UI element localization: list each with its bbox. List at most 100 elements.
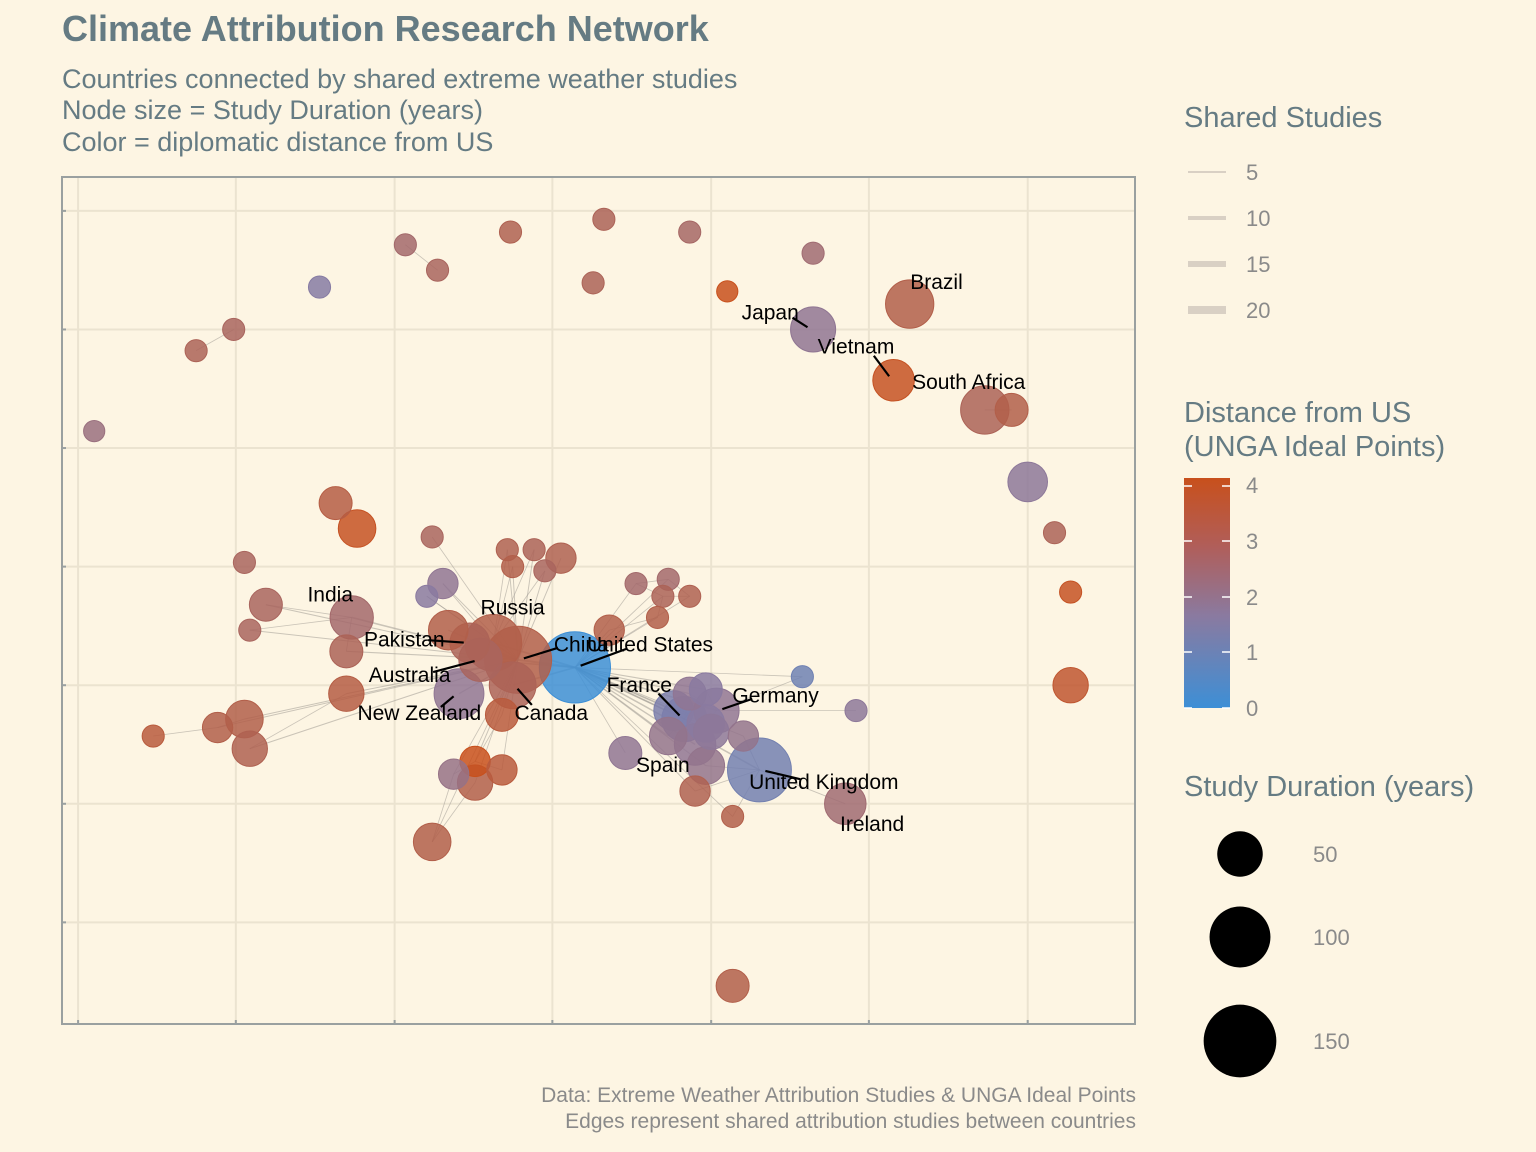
- node-n62: [412, 822, 452, 862]
- node-n19: [337, 509, 377, 548]
- colorbar-label: 3: [1246, 529, 1259, 554]
- node-ireland: [824, 782, 867, 826]
- node-n22: [238, 618, 262, 642]
- node-n29: [420, 525, 444, 549]
- node-label: United States: [587, 634, 713, 657]
- legends: [1184, 171, 1277, 1078]
- label-leader-line: [872, 355, 891, 377]
- legend-title-color-line-1: Distance from US: [1184, 397, 1412, 429]
- colorbar-label: 4: [1246, 473, 1259, 498]
- node-n6: [801, 241, 825, 265]
- node-n35: [501, 555, 525, 579]
- label-leader-line: [432, 659, 475, 674]
- node-label: South Africa: [912, 371, 1026, 394]
- legend-title-edges: Shared Studies: [1184, 102, 1383, 134]
- node-label: India: [307, 584, 353, 607]
- node-n42: [645, 605, 670, 630]
- node-n57: [484, 697, 519, 732]
- node-label: Ireland: [840, 813, 904, 836]
- node-label: Australia: [369, 664, 451, 687]
- chart-subtitle-line-2: Node size = Study Duration (years): [62, 95, 483, 125]
- node-n28: [231, 730, 268, 767]
- edge-legend-label: 10: [1246, 206, 1271, 231]
- node-n36: [533, 559, 557, 583]
- node-n27: [141, 724, 165, 748]
- node-n21: [248, 587, 283, 622]
- node-n23: [329, 634, 364, 669]
- node-n3: [1042, 521, 1067, 545]
- node-new-zealand: [433, 668, 485, 720]
- node-n53: [608, 735, 643, 770]
- node-label: New Zealand: [357, 702, 481, 725]
- node-n13: [425, 258, 450, 282]
- node-label: France: [607, 674, 672, 697]
- node-label: Spain: [636, 754, 690, 777]
- nodes: [83, 207, 1089, 1003]
- node-label: Russia: [481, 596, 546, 619]
- legend-title-size: Study Duration (years): [1184, 771, 1475, 803]
- node-vietnam: [872, 359, 915, 402]
- edge-legend-label: 5: [1246, 160, 1259, 185]
- node-n10: [498, 220, 523, 244]
- node-label: Canada: [515, 702, 589, 725]
- colorbar-label: 1: [1246, 640, 1259, 665]
- chart-caption-line-1: Data: Extreme Weather Attribution Studie…: [541, 1084, 1136, 1107]
- node-n43: [593, 614, 625, 646]
- node-n55: [679, 775, 711, 807]
- edge-legend-label: 15: [1246, 252, 1271, 277]
- size-legend-key: [1217, 831, 1263, 877]
- grid: [62, 177, 1135, 1024]
- node-n52: [692, 713, 730, 750]
- node-label: Brazil: [910, 271, 963, 294]
- edges: [153, 244, 1012, 843]
- node-n14: [307, 275, 332, 299]
- colorbar-label: 2: [1246, 585, 1259, 610]
- node-label: China: [554, 634, 609, 657]
- chart-subtitle-line-3: Color = diplomatic distance from US: [62, 127, 494, 157]
- node-n8: [678, 220, 702, 244]
- node-n17: [83, 419, 106, 443]
- chart-caption-line-2: Edges represent shared attribution studi…: [565, 1110, 1136, 1133]
- node-n9: [592, 207, 616, 231]
- label-leader-line: [580, 647, 628, 667]
- node-n11: [581, 271, 605, 295]
- legend-title-color-line-2: (UNGA Ideal Points): [1184, 431, 1446, 463]
- node-n7: [716, 280, 739, 303]
- node-n51: [648, 716, 688, 756]
- node-n5: [1052, 667, 1089, 704]
- node-n1: [994, 392, 1029, 427]
- node-n59: [437, 758, 470, 790]
- size-legend-key: [1209, 906, 1271, 968]
- node-n15: [222, 317, 246, 342]
- edge-legend-label: 20: [1246, 298, 1271, 323]
- node-label: Germany: [732, 684, 819, 707]
- node-n4: [1059, 580, 1083, 604]
- size-legend-key: [1203, 1004, 1277, 1078]
- node-n50: [727, 720, 760, 752]
- node-n16: [184, 339, 208, 363]
- node-n38: [624, 571, 648, 596]
- colorbar: [1184, 478, 1230, 708]
- node-label: Vietnam: [818, 335, 895, 358]
- node-n45: [844, 699, 868, 723]
- label-leader-line: [791, 316, 809, 329]
- node-label: United Kingdom: [749, 771, 898, 794]
- node-n47: [688, 672, 723, 707]
- node-n40: [651, 584, 675, 608]
- chart-title: Climate Attribution Research Network: [62, 8, 709, 49]
- node-n20: [232, 550, 256, 574]
- chart-subtitle-line-1: Countries connected by shared extreme we…: [62, 64, 738, 94]
- node-brazil: [885, 279, 935, 329]
- node-n24: [328, 675, 365, 712]
- node-n26: [201, 711, 234, 744]
- node-n12: [393, 233, 417, 257]
- node-n2: [1007, 461, 1049, 503]
- label-leader-line: [523, 646, 559, 660]
- plot-panel-border: [61, 176, 1136, 1025]
- size-legend-label: 100: [1313, 925, 1350, 950]
- network-edge: [574, 666, 803, 678]
- label-leader-line: [765, 769, 801, 781]
- node-n18: [318, 486, 353, 521]
- node-label: Japan: [742, 302, 799, 325]
- label-leader-line: [721, 697, 753, 711]
